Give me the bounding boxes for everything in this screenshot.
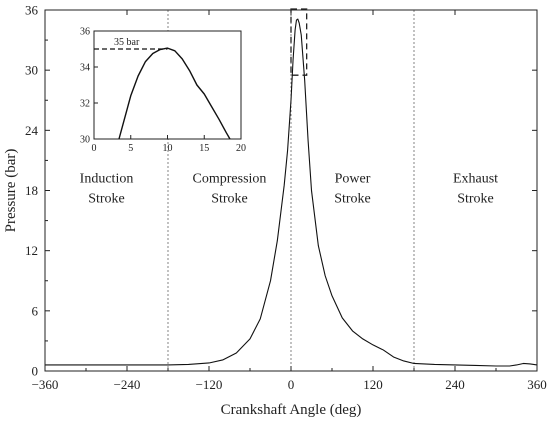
- y-tick-label: 36: [25, 3, 39, 18]
- x-tick-label: 120: [363, 377, 383, 392]
- inset-y-tick-label: 30: [80, 135, 90, 146]
- stroke-label: Exhaust Stroke: [453, 172, 498, 207]
- y-tick-label: 12: [25, 243, 38, 258]
- inset-x-tick-label: 10: [163, 143, 173, 154]
- stroke-label: Induction Stroke: [80, 172, 134, 207]
- stroke-label: Power Stroke: [334, 172, 371, 207]
- stroke-label: Compression Stroke: [193, 172, 267, 207]
- inset-y-tick-label: 36: [80, 27, 90, 38]
- inset-y-tick-label: 32: [80, 99, 90, 110]
- x-axis-title: Crankshaft Angle (deg): [221, 402, 362, 418]
- y-tick-label: 30: [25, 63, 38, 78]
- pressure-curve-layer: [45, 18, 538, 367]
- inset-x-tick-label: 5: [128, 143, 133, 154]
- inset-x-tick-label: 15: [199, 143, 209, 154]
- stroke-labels: Induction Stroke Compression Stroke Power Str…: [80, 172, 498, 207]
- inset-annotation: 35 bar: [114, 37, 140, 48]
- x-tick-label: 360: [527, 377, 547, 392]
- y-tick-label: 24: [25, 123, 39, 138]
- y-axis-title: Pressure (bar): [3, 149, 19, 233]
- inset-x-tick-label: 20: [236, 143, 246, 154]
- zoom-box: [290, 8, 308, 76]
- x-tick-label: 240: [445, 377, 465, 392]
- y-tick-label: 18: [25, 183, 38, 198]
- x-tick-label: 0: [288, 377, 295, 392]
- x-tick-label: −120: [196, 377, 223, 392]
- y-tick-label: 0: [32, 364, 39, 379]
- x-tick-label: −360: [32, 377, 59, 392]
- pressure-series-line: [45, 18, 538, 367]
- inset-y-tick-label: 34: [80, 63, 90, 74]
- inset-chart: 35 bar 0 5 10 15 20 30 32 34 36: [80, 27, 246, 155]
- inset-x-tick-label: 0: [92, 143, 97, 154]
- x-tick-label: −240: [114, 377, 141, 392]
- inset-pressure-line: [118, 47, 231, 140]
- y-tick-label: 6: [32, 303, 39, 318]
